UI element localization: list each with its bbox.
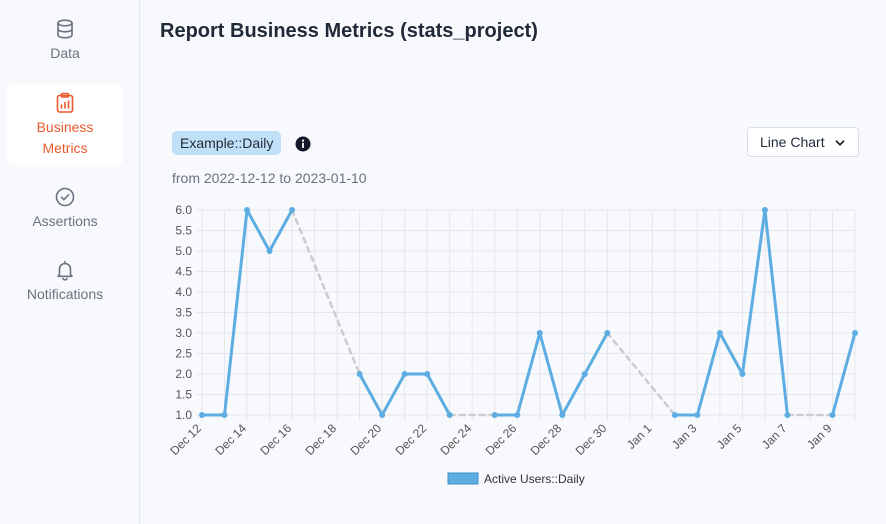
series-segment bbox=[425, 372, 452, 417]
series-segment bbox=[538, 331, 564, 417]
sidebar-item-business-metrics[interactable]: Business Metrics bbox=[7, 84, 123, 165]
series-segment bbox=[830, 331, 857, 417]
y-tick-label: 4.5 bbox=[175, 265, 192, 279]
x-tick-label: Jan 5 bbox=[714, 421, 745, 452]
sidebar-item-notifications[interactable]: Notifications bbox=[7, 259, 123, 309]
data-point[interactable] bbox=[694, 412, 701, 418]
y-tick-label: 5.0 bbox=[175, 244, 192, 258]
y-tick-label: 6.0 bbox=[175, 203, 192, 217]
data-point[interactable] bbox=[401, 371, 408, 377]
data-point[interactable] bbox=[784, 412, 791, 418]
data-point[interactable] bbox=[491, 412, 498, 418]
y-tick-label: 5.5 bbox=[175, 224, 192, 238]
sidebar-item-assertions[interactable]: Assertions bbox=[7, 186, 123, 236]
range-start: 2022-12-12 bbox=[203, 170, 276, 186]
series-segment bbox=[718, 331, 744, 376]
chart-type-value: Line Chart bbox=[760, 134, 825, 150]
x-tick-label: Dec 26 bbox=[483, 421, 520, 458]
series-segment bbox=[560, 372, 587, 417]
page-title: Report Business Metrics (stats_project) bbox=[160, 20, 538, 42]
range-to: to bbox=[279, 170, 292, 186]
data-point[interactable] bbox=[289, 207, 296, 213]
y-tick-label: 1.0 bbox=[175, 408, 192, 422]
range-end: 2023-01-10 bbox=[294, 170, 367, 186]
data-point[interactable] bbox=[581, 371, 588, 377]
series-segment bbox=[223, 208, 249, 417]
clipboard-chart-icon bbox=[54, 92, 76, 114]
series-segment bbox=[740, 208, 767, 376]
series-segment bbox=[583, 331, 609, 376]
sidebar-item-label: Business Metrics bbox=[36, 119, 94, 156]
metric-tag: Example::Daily bbox=[172, 131, 282, 155]
sidebar-item-label: Data bbox=[50, 45, 80, 61]
data-point[interactable] bbox=[536, 330, 543, 336]
chart-type-select[interactable]: Line Chart bbox=[747, 127, 859, 157]
x-tick-label: Dec 18 bbox=[302, 421, 339, 458]
check-circle-icon bbox=[54, 186, 76, 208]
series-segment bbox=[695, 331, 722, 417]
chevron-down-icon bbox=[835, 140, 845, 146]
data-point[interactable] bbox=[221, 412, 228, 418]
data-point[interactable] bbox=[266, 248, 273, 254]
x-tick-label: Dec 24 bbox=[438, 421, 475, 458]
data-point[interactable] bbox=[739, 371, 746, 377]
range-prefix: from bbox=[172, 170, 200, 186]
bell-icon bbox=[54, 259, 76, 281]
data-point[interactable] bbox=[244, 207, 251, 213]
y-tick-label: 1.5 bbox=[175, 388, 192, 402]
x-tick-label: Dec 22 bbox=[393, 421, 430, 458]
x-tick-label: Jan 9 bbox=[804, 421, 835, 452]
sidebar-item-label: Notifications bbox=[26, 286, 104, 302]
y-tick-label: 2.5 bbox=[175, 347, 192, 361]
x-tick-label: Dec 12 bbox=[167, 421, 204, 458]
series-segment bbox=[763, 208, 789, 417]
data-point[interactable] bbox=[559, 412, 566, 418]
date-range: from 2022-12-12 to 2023-01-10 bbox=[172, 170, 367, 186]
data-point[interactable] bbox=[604, 330, 611, 336]
y-tick-label: 3.0 bbox=[175, 326, 192, 340]
y-tick-label: 4.0 bbox=[175, 285, 192, 299]
data-point[interactable] bbox=[424, 371, 431, 377]
series-gap-segment bbox=[606, 331, 677, 417]
sidebar-item-data[interactable]: Data bbox=[7, 18, 123, 68]
x-tick-label: Dec 30 bbox=[573, 421, 610, 458]
database-icon bbox=[54, 18, 76, 40]
x-tick-label: Jan 1 bbox=[624, 421, 655, 452]
series-segment bbox=[268, 208, 294, 253]
y-tick-label: 2.0 bbox=[175, 367, 192, 381]
x-tick-label: Dec 28 bbox=[528, 421, 565, 458]
x-tick-label: Jan 7 bbox=[759, 421, 790, 452]
data-point[interactable] bbox=[514, 412, 521, 418]
sidebar-item-label: Assertions bbox=[32, 213, 98, 229]
series-segment bbox=[358, 372, 384, 417]
x-tick-label: Dec 14 bbox=[212, 421, 249, 458]
series-segment bbox=[245, 208, 272, 253]
series-segment bbox=[380, 372, 407, 417]
data-point[interactable] bbox=[761, 207, 768, 213]
legend-label: Active Users::Daily bbox=[484, 472, 585, 486]
series-segment bbox=[515, 331, 542, 417]
sidebar: Data Business Metrics Assertions bbox=[0, 0, 140, 524]
y-tick-label: 3.5 bbox=[175, 306, 192, 320]
data-point[interactable] bbox=[671, 412, 678, 418]
data-point[interactable] bbox=[446, 412, 453, 418]
series-gap-segment bbox=[290, 208, 361, 376]
legend-swatch bbox=[447, 472, 479, 485]
data-point[interactable] bbox=[852, 330, 858, 336]
data-point[interactable] bbox=[356, 371, 363, 377]
x-tick-label: Dec 16 bbox=[257, 421, 294, 458]
data-point[interactable] bbox=[199, 412, 205, 418]
x-tick-label: Dec 20 bbox=[347, 421, 384, 458]
x-tick-label: Jan 3 bbox=[669, 421, 700, 452]
data-point[interactable] bbox=[716, 330, 723, 336]
info-icon[interactable] bbox=[295, 136, 311, 152]
data-point[interactable] bbox=[379, 412, 386, 418]
data-point[interactable] bbox=[829, 412, 836, 418]
